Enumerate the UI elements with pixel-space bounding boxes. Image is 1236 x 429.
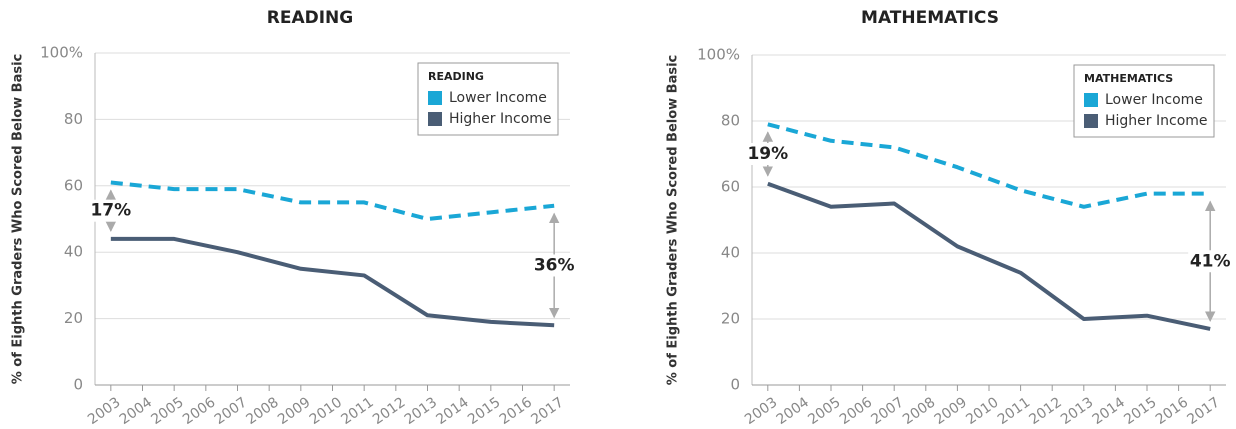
x-tick-label: 2012 (370, 394, 408, 428)
chart-title: MATHEMATICS (861, 8, 999, 28)
x-tick-label: 2015 (465, 394, 503, 428)
legend-label: Lower Income (1105, 92, 1203, 108)
x-tick-label: 2004 (774, 394, 812, 428)
x-tick-label: 2006 (837, 394, 875, 428)
annotation-bg (88, 199, 133, 222)
legend-swatch (428, 91, 442, 105)
y-tick-label: 0 (730, 376, 740, 394)
x-tick-label: 2016 (497, 394, 535, 428)
legend-label: Lower Income (449, 90, 547, 106)
x-tick-label: 2005 (805, 394, 843, 428)
y-tick-label: 100% (40, 44, 83, 62)
y-tick-label: 40 (64, 243, 83, 261)
y-tick-label: 100% (697, 46, 740, 64)
x-tick-label: 2007 (212, 394, 250, 428)
y-tick-label: 80 (64, 110, 83, 128)
x-tick-label: 2009 (932, 394, 970, 428)
annotation: 17% (90, 201, 131, 221)
annotation-bg (532, 254, 577, 277)
series-line (767, 122, 1211, 209)
y-axis-label: % of Eighth Graders Who Scored Below Bas… (666, 55, 681, 386)
x-tick-label: 2013 (402, 394, 440, 428)
legend-swatch (1084, 114, 1098, 128)
series-line (110, 236, 555, 328)
y-tick-label: 80 (721, 112, 740, 130)
x-tick-label: 2010 (963, 394, 1001, 428)
x-tick-label: 2005 (148, 394, 186, 428)
x-tick-label: 2017 (1184, 394, 1222, 428)
x-tick-label: 2011 (338, 394, 376, 428)
x-tick-label: 2013 (1058, 394, 1096, 428)
annotation: 19% (747, 144, 788, 164)
x-tick-label: 2011 (995, 394, 1033, 428)
legend-title: READING (428, 70, 484, 83)
x-tick-label: 2009 (275, 394, 313, 428)
x-tick-label: 2003 (85, 394, 123, 428)
x-tick-label: 2010 (307, 394, 345, 428)
legend-label: Higher Income (1105, 113, 1208, 129)
x-tick-label: 2015 (1121, 394, 1159, 428)
y-tick-label: 40 (721, 244, 740, 262)
series-line (767, 181, 1211, 331)
series-line (110, 180, 555, 221)
x-tick-label: 2004 (117, 394, 155, 428)
x-tick-label: 2003 (742, 394, 780, 428)
y-tick-label: 20 (64, 309, 83, 327)
x-tick-label: 2017 (528, 394, 566, 428)
chart-title: READING (267, 8, 353, 28)
annotation: 41% (1190, 251, 1231, 271)
x-tick-label: 2008 (243, 394, 281, 428)
y-tick-label: 20 (721, 310, 740, 328)
x-tick-label: 2016 (1153, 394, 1191, 428)
y-tick-label: 0 (73, 376, 83, 394)
x-tick-label: 2006 (180, 394, 218, 428)
y-tick-label: 60 (721, 178, 740, 196)
x-tick-label: 2008 (900, 394, 938, 428)
annotation-bg (1188, 250, 1233, 273)
y-axis-label: % of Eighth Graders Who Scored Below Bas… (11, 54, 26, 385)
annotation-bg (745, 143, 790, 165)
x-tick-label: 2007 (868, 394, 906, 428)
x-tick-label: 2014 (1090, 394, 1128, 428)
y-tick-label: 60 (64, 176, 83, 194)
x-tick-label: 2012 (1026, 394, 1064, 428)
annotation: 36% (534, 255, 575, 275)
legend-swatch (428, 112, 442, 126)
legend-swatch (1084, 93, 1098, 107)
legend-title: MATHEMATICS (1084, 72, 1173, 85)
legend-label: Higher Income (449, 111, 552, 127)
x-tick-label: 2014 (433, 394, 471, 428)
